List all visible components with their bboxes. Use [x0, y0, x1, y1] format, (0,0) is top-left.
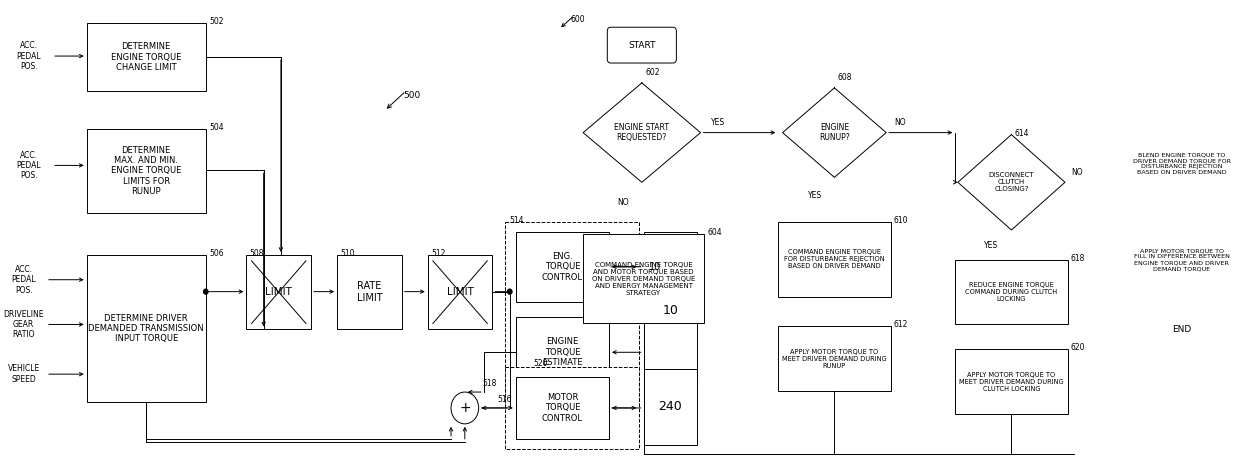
FancyBboxPatch shape [779, 327, 890, 391]
Polygon shape [583, 83, 701, 182]
Text: APPLY MOTOR TORQUE TO
MEET DRIVER DEMAND DURING
CLUTCH LOCKING: APPLY MOTOR TORQUE TO MEET DRIVER DEMAND… [959, 371, 1064, 391]
Text: YES: YES [983, 241, 998, 250]
FancyBboxPatch shape [337, 255, 402, 329]
FancyBboxPatch shape [779, 222, 890, 297]
Text: 618: 618 [1071, 254, 1085, 263]
Text: RATE
LIMIT: RATE LIMIT [357, 281, 382, 303]
Text: ACC.
PEDAL
POS.: ACC. PEDAL POS. [11, 265, 36, 295]
FancyBboxPatch shape [428, 255, 492, 329]
Text: 518: 518 [482, 379, 496, 388]
Text: YES: YES [808, 191, 822, 200]
FancyBboxPatch shape [1126, 224, 1238, 295]
Polygon shape [957, 135, 1065, 230]
Text: +: + [459, 401, 471, 415]
FancyBboxPatch shape [644, 232, 697, 389]
Text: LIMIT: LIMIT [446, 287, 474, 297]
Text: END: END [1172, 325, 1192, 334]
FancyBboxPatch shape [516, 232, 609, 302]
Text: ENGINE
TORQUE
ESTIMATE: ENGINE TORQUE ESTIMATE [542, 337, 583, 367]
Text: 10: 10 [662, 304, 678, 317]
Circle shape [507, 289, 512, 294]
FancyBboxPatch shape [506, 222, 640, 403]
Text: BLEND ENGINE TORQUE TO
DRIVER DEMAND TORQUE FOR
DISTURBANCE REJECTION
BASED ON D: BLEND ENGINE TORQUE TO DRIVER DEMAND TOR… [1132, 152, 1230, 175]
Polygon shape [782, 88, 887, 178]
Text: 612: 612 [894, 321, 909, 329]
FancyBboxPatch shape [955, 260, 1068, 324]
Text: DETERMINE DRIVER
DEMANDED TRANSMISSION
INPUT TORQUE: DETERMINE DRIVER DEMANDED TRANSMISSION I… [88, 314, 205, 343]
FancyBboxPatch shape [583, 234, 704, 323]
Text: NO: NO [618, 198, 629, 207]
Text: 604: 604 [708, 228, 722, 237]
FancyBboxPatch shape [516, 317, 609, 387]
Text: 610: 610 [894, 216, 909, 225]
Text: DETERMINE
MAX. AND MIN.
ENGINE TORQUE
LIMITS FOR
RUNUP: DETERMINE MAX. AND MIN. ENGINE TORQUE LI… [112, 145, 181, 196]
Text: 602: 602 [645, 68, 660, 77]
Text: 240: 240 [658, 400, 682, 413]
Text: 620: 620 [1071, 343, 1085, 352]
Text: YES: YES [711, 118, 725, 127]
Text: 516: 516 [497, 395, 512, 404]
Text: 514: 514 [508, 216, 523, 225]
Text: 500: 500 [403, 91, 420, 100]
Text: 504: 504 [210, 123, 224, 132]
Text: 502: 502 [210, 17, 223, 26]
Text: NO: NO [894, 118, 906, 127]
FancyBboxPatch shape [644, 369, 697, 445]
FancyBboxPatch shape [87, 255, 206, 402]
Text: DRIVELINE
GEAR
RATIO: DRIVELINE GEAR RATIO [4, 309, 43, 339]
FancyBboxPatch shape [1147, 312, 1216, 347]
Text: ACC.
PEDAL
POS.: ACC. PEDAL POS. [16, 41, 41, 71]
FancyBboxPatch shape [87, 23, 206, 91]
Text: 508: 508 [249, 249, 264, 258]
Text: ENGINE
RUNUP?: ENGINE RUNUP? [820, 123, 849, 142]
Text: APPLY MOTOR TORQUE TO
MEET DRIVER DEMAND DURING
RUNUP: APPLY MOTOR TORQUE TO MEET DRIVER DEMAND… [782, 349, 887, 369]
Text: ENG.
TORQUE
CONTROL: ENG. TORQUE CONTROL [542, 252, 583, 282]
Text: 520: 520 [533, 359, 548, 368]
Text: 10: 10 [649, 262, 661, 272]
Text: REDUCE ENGINE TORQUE
COMMAND DURING CLUTCH
LOCKING: REDUCE ENGINE TORQUE COMMAND DURING CLUT… [966, 282, 1058, 302]
FancyBboxPatch shape [516, 377, 609, 439]
FancyBboxPatch shape [87, 129, 206, 213]
Text: DETERMINE
ENGINE TORQUE
CHANGE LIMIT: DETERMINE ENGINE TORQUE CHANGE LIMIT [112, 42, 181, 72]
Text: 510: 510 [341, 249, 355, 258]
FancyBboxPatch shape [1126, 124, 1238, 202]
Text: 614: 614 [1014, 129, 1029, 137]
Text: DISCONNECT
CLUTCH
CLOSING?: DISCONNECT CLUTCH CLOSING? [988, 172, 1034, 192]
Text: APPLY MOTOR TORQUE TO
FILL IN DIFFERENCE BETWEEN
ENGINE TORQUE AND DRIVER
DEMAND: APPLY MOTOR TORQUE TO FILL IN DIFFERENCE… [1133, 249, 1229, 271]
Text: NO: NO [1071, 168, 1083, 177]
Text: 512: 512 [432, 249, 445, 258]
Text: ACC.
PEDAL
POS.: ACC. PEDAL POS. [16, 151, 41, 180]
Text: VEHICLE
SPEED: VEHICLE SPEED [7, 364, 40, 384]
FancyBboxPatch shape [506, 367, 640, 449]
Text: LIMIT: LIMIT [265, 287, 293, 297]
Text: ENGINE START
REQUESTED?: ENGINE START REQUESTED? [614, 123, 670, 142]
Text: COMMAND ENGINE TORQUE
FOR DISTURBANCE REJECTION
BASED ON DRIVER DEMAND: COMMAND ENGINE TORQUE FOR DISTURBANCE RE… [784, 249, 884, 269]
Text: 608: 608 [838, 73, 852, 82]
FancyBboxPatch shape [955, 350, 1068, 414]
Text: COMMAND ENGINE TORQUE
AND MOTOR TORQUE BASED
ON DRIVER DEMAND TORQUE
AND ENERGY : COMMAND ENGINE TORQUE AND MOTOR TORQUE B… [591, 262, 696, 296]
Text: 600: 600 [570, 15, 585, 24]
Text: START: START [629, 41, 656, 49]
Circle shape [203, 289, 208, 294]
Text: 506: 506 [210, 249, 224, 258]
FancyBboxPatch shape [608, 27, 676, 63]
FancyBboxPatch shape [247, 255, 311, 329]
Text: MOTOR
TORQUE
CONTROL: MOTOR TORQUE CONTROL [542, 393, 583, 423]
